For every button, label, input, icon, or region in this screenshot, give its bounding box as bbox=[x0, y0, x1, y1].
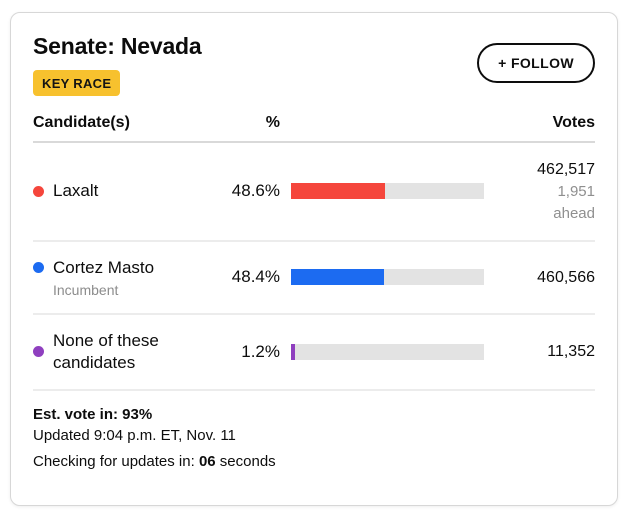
vote-bar-track bbox=[291, 269, 484, 286]
updated-timestamp: Updated 9:04 p.m. ET, Nov. 11 bbox=[33, 426, 236, 444]
card-header: Senate: Nevada KEY RACE + FOLLOW bbox=[33, 33, 595, 96]
vote-bar-track bbox=[291, 343, 484, 360]
votes-margin-suffix: ahead bbox=[553, 204, 595, 222]
update-countdown: Checking for updates in: 06 seconds bbox=[33, 453, 595, 470]
votes-value: 11,352 bbox=[547, 343, 595, 361]
incumbent-label: Incumbent bbox=[53, 281, 119, 298]
vote-bar-fill bbox=[291, 343, 295, 360]
candidate-row-none-of-these: None of these candidates 1.2% 11,352 bbox=[33, 315, 595, 391]
candidate-row-cortez-masto: Cortez Masto Incumbent 48.4% 460,566 bbox=[33, 242, 595, 315]
countdown-seconds: 06 bbox=[198, 452, 216, 470]
votes-cell: 11,352 bbox=[495, 340, 595, 363]
race-card: Senate: Nevada KEY RACE + FOLLOW Candida… bbox=[10, 12, 618, 506]
votes-value: 460,566 bbox=[537, 268, 595, 286]
candidate-party-dot bbox=[33, 262, 44, 274]
candidate-cell: None of these candidates bbox=[33, 330, 205, 374]
column-header-votes: Votes bbox=[552, 114, 595, 131]
header-left: Senate: Nevada KEY RACE bbox=[33, 33, 202, 96]
candidate-cell: Laxalt bbox=[33, 180, 205, 202]
vote-bar-fill bbox=[291, 269, 385, 286]
vote-bar-fill bbox=[291, 183, 385, 200]
candidate-party-dot bbox=[33, 346, 44, 358]
vote-bar-track bbox=[291, 183, 484, 200]
table-header-row: Candidate(s) % Votes bbox=[33, 108, 595, 143]
key-race-badge: KEY RACE bbox=[33, 70, 121, 96]
votes-cell: 462,517 1,951 ahead bbox=[495, 158, 595, 225]
candidate-name: Cortez Masto bbox=[53, 257, 155, 277]
candidate-party-dot bbox=[33, 185, 44, 197]
page-title: Senate: Nevada bbox=[33, 33, 202, 59]
card-footer: Est. vote in: 93% Updated 9:04 p.m. ET, … bbox=[33, 391, 595, 470]
percent-value: 1.2% bbox=[241, 341, 280, 361]
follow-button[interactable]: + FOLLOW bbox=[477, 43, 595, 83]
candidate-name: Laxalt bbox=[53, 181, 99, 201]
percent-value: 48.6% bbox=[231, 181, 280, 201]
votes-cell: 460,566 bbox=[495, 266, 595, 289]
votes-value: 462,517 bbox=[537, 161, 595, 178]
countdown-prefix: Checking for updates in: bbox=[33, 452, 199, 470]
candidate-cell: Cortez Masto Incumbent bbox=[33, 257, 205, 298]
countdown-suffix: seconds bbox=[215, 452, 276, 470]
votes-margin: 1,951 bbox=[557, 183, 595, 201]
percent-value: 48.4% bbox=[231, 267, 280, 287]
candidate-name: None of these candidates bbox=[53, 330, 159, 372]
column-header-percent: % bbox=[265, 114, 280, 131]
column-header-candidates: Candidate(s) bbox=[33, 114, 130, 131]
candidate-row-laxalt: Laxalt 48.6% 462,517 1,951 ahead bbox=[33, 143, 595, 242]
est-vote-in: Est. vote in: 93% bbox=[33, 405, 153, 423]
